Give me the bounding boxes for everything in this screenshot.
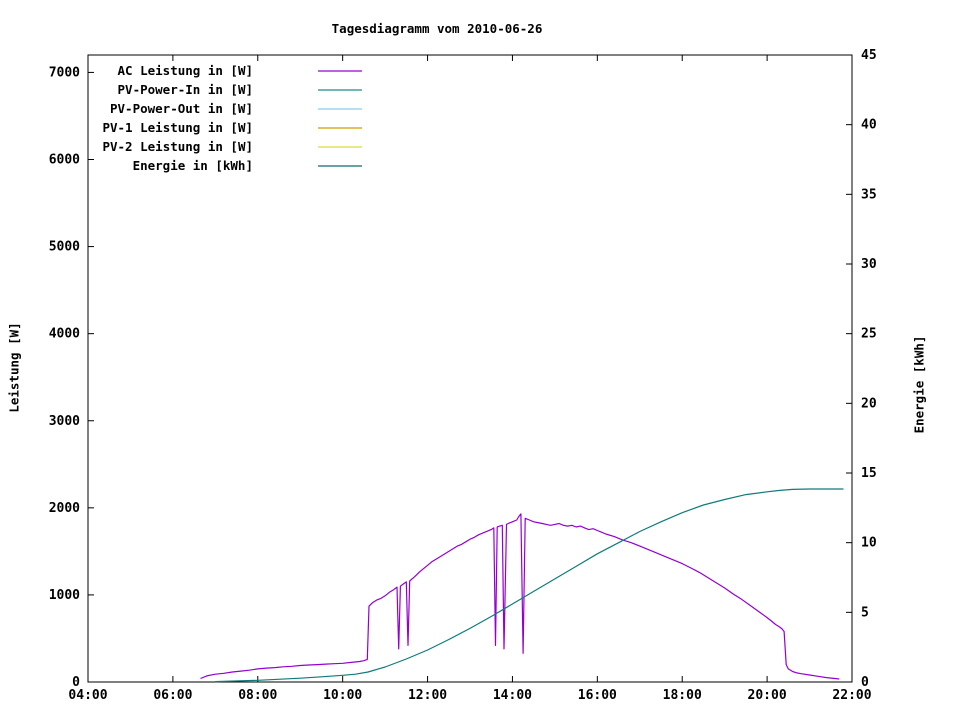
legend-label: PV-2 Leistung in [W] <box>102 139 253 154</box>
x-tick-label: 06:00 <box>153 688 192 703</box>
y-right-tick-label: 40 <box>861 118 877 133</box>
y-left-tick-label: 0 <box>72 675 80 690</box>
y-right-axis-title: Energie [kWh] <box>911 335 927 434</box>
x-tick-label: 18:00 <box>663 688 702 703</box>
y-left-tick-label: 2000 <box>49 501 80 516</box>
y-left-tick-label: 5000 <box>49 240 80 255</box>
legend-label: PV-Power-In in [W] <box>118 82 253 97</box>
y-right-tick-label: 25 <box>861 327 877 342</box>
x-tick-label: 22:00 <box>832 688 871 703</box>
plot-border <box>87 54 853 683</box>
y-left-tick-label: 3000 <box>49 414 80 429</box>
y-right-tick-label: 45 <box>861 48 877 63</box>
y-left-axis-title: Leistung [W] <box>6 322 22 413</box>
y-left-tick-label: 7000 <box>49 65 80 80</box>
y-left-tick-label: 4000 <box>49 327 80 342</box>
x-tick-label: 14:00 <box>493 688 532 703</box>
legend-label: PV-1 Leistung in [W] <box>102 120 253 135</box>
series-line-ac-leistung-in-w <box>200 513 840 680</box>
y-right-tick-label: 10 <box>861 536 877 551</box>
y-right-tick-label: 0 <box>861 675 869 690</box>
chart-title: Tagesdiagramm vom 2010-06-26 <box>331 21 543 36</box>
legend-label: AC Leistung in [W] <box>118 63 253 78</box>
x-tick-label: 16:00 <box>578 688 617 703</box>
x-tick-label: 08:00 <box>238 688 277 703</box>
x-tick-label: 12:00 <box>408 688 447 703</box>
x-tick-label: 04:00 <box>68 688 107 703</box>
x-tick-label: 10:00 <box>323 688 362 703</box>
y-right-tick-label: 35 <box>861 187 877 202</box>
x-tick-label: 20:00 <box>748 688 787 703</box>
legend-label: Energie in [kWh] <box>133 158 253 173</box>
series-line-energie-in-kwh <box>215 488 844 683</box>
legend-label: PV-Power-Out in [W] <box>110 101 253 116</box>
y-left-tick-label: 1000 <box>49 588 80 603</box>
y-right-tick-label: 5 <box>861 605 869 620</box>
y-left-tick-label: 6000 <box>49 153 80 168</box>
y-right-tick-label: 30 <box>861 257 877 272</box>
y-right-tick-label: 20 <box>861 396 877 411</box>
y-right-tick-label: 15 <box>861 466 877 481</box>
